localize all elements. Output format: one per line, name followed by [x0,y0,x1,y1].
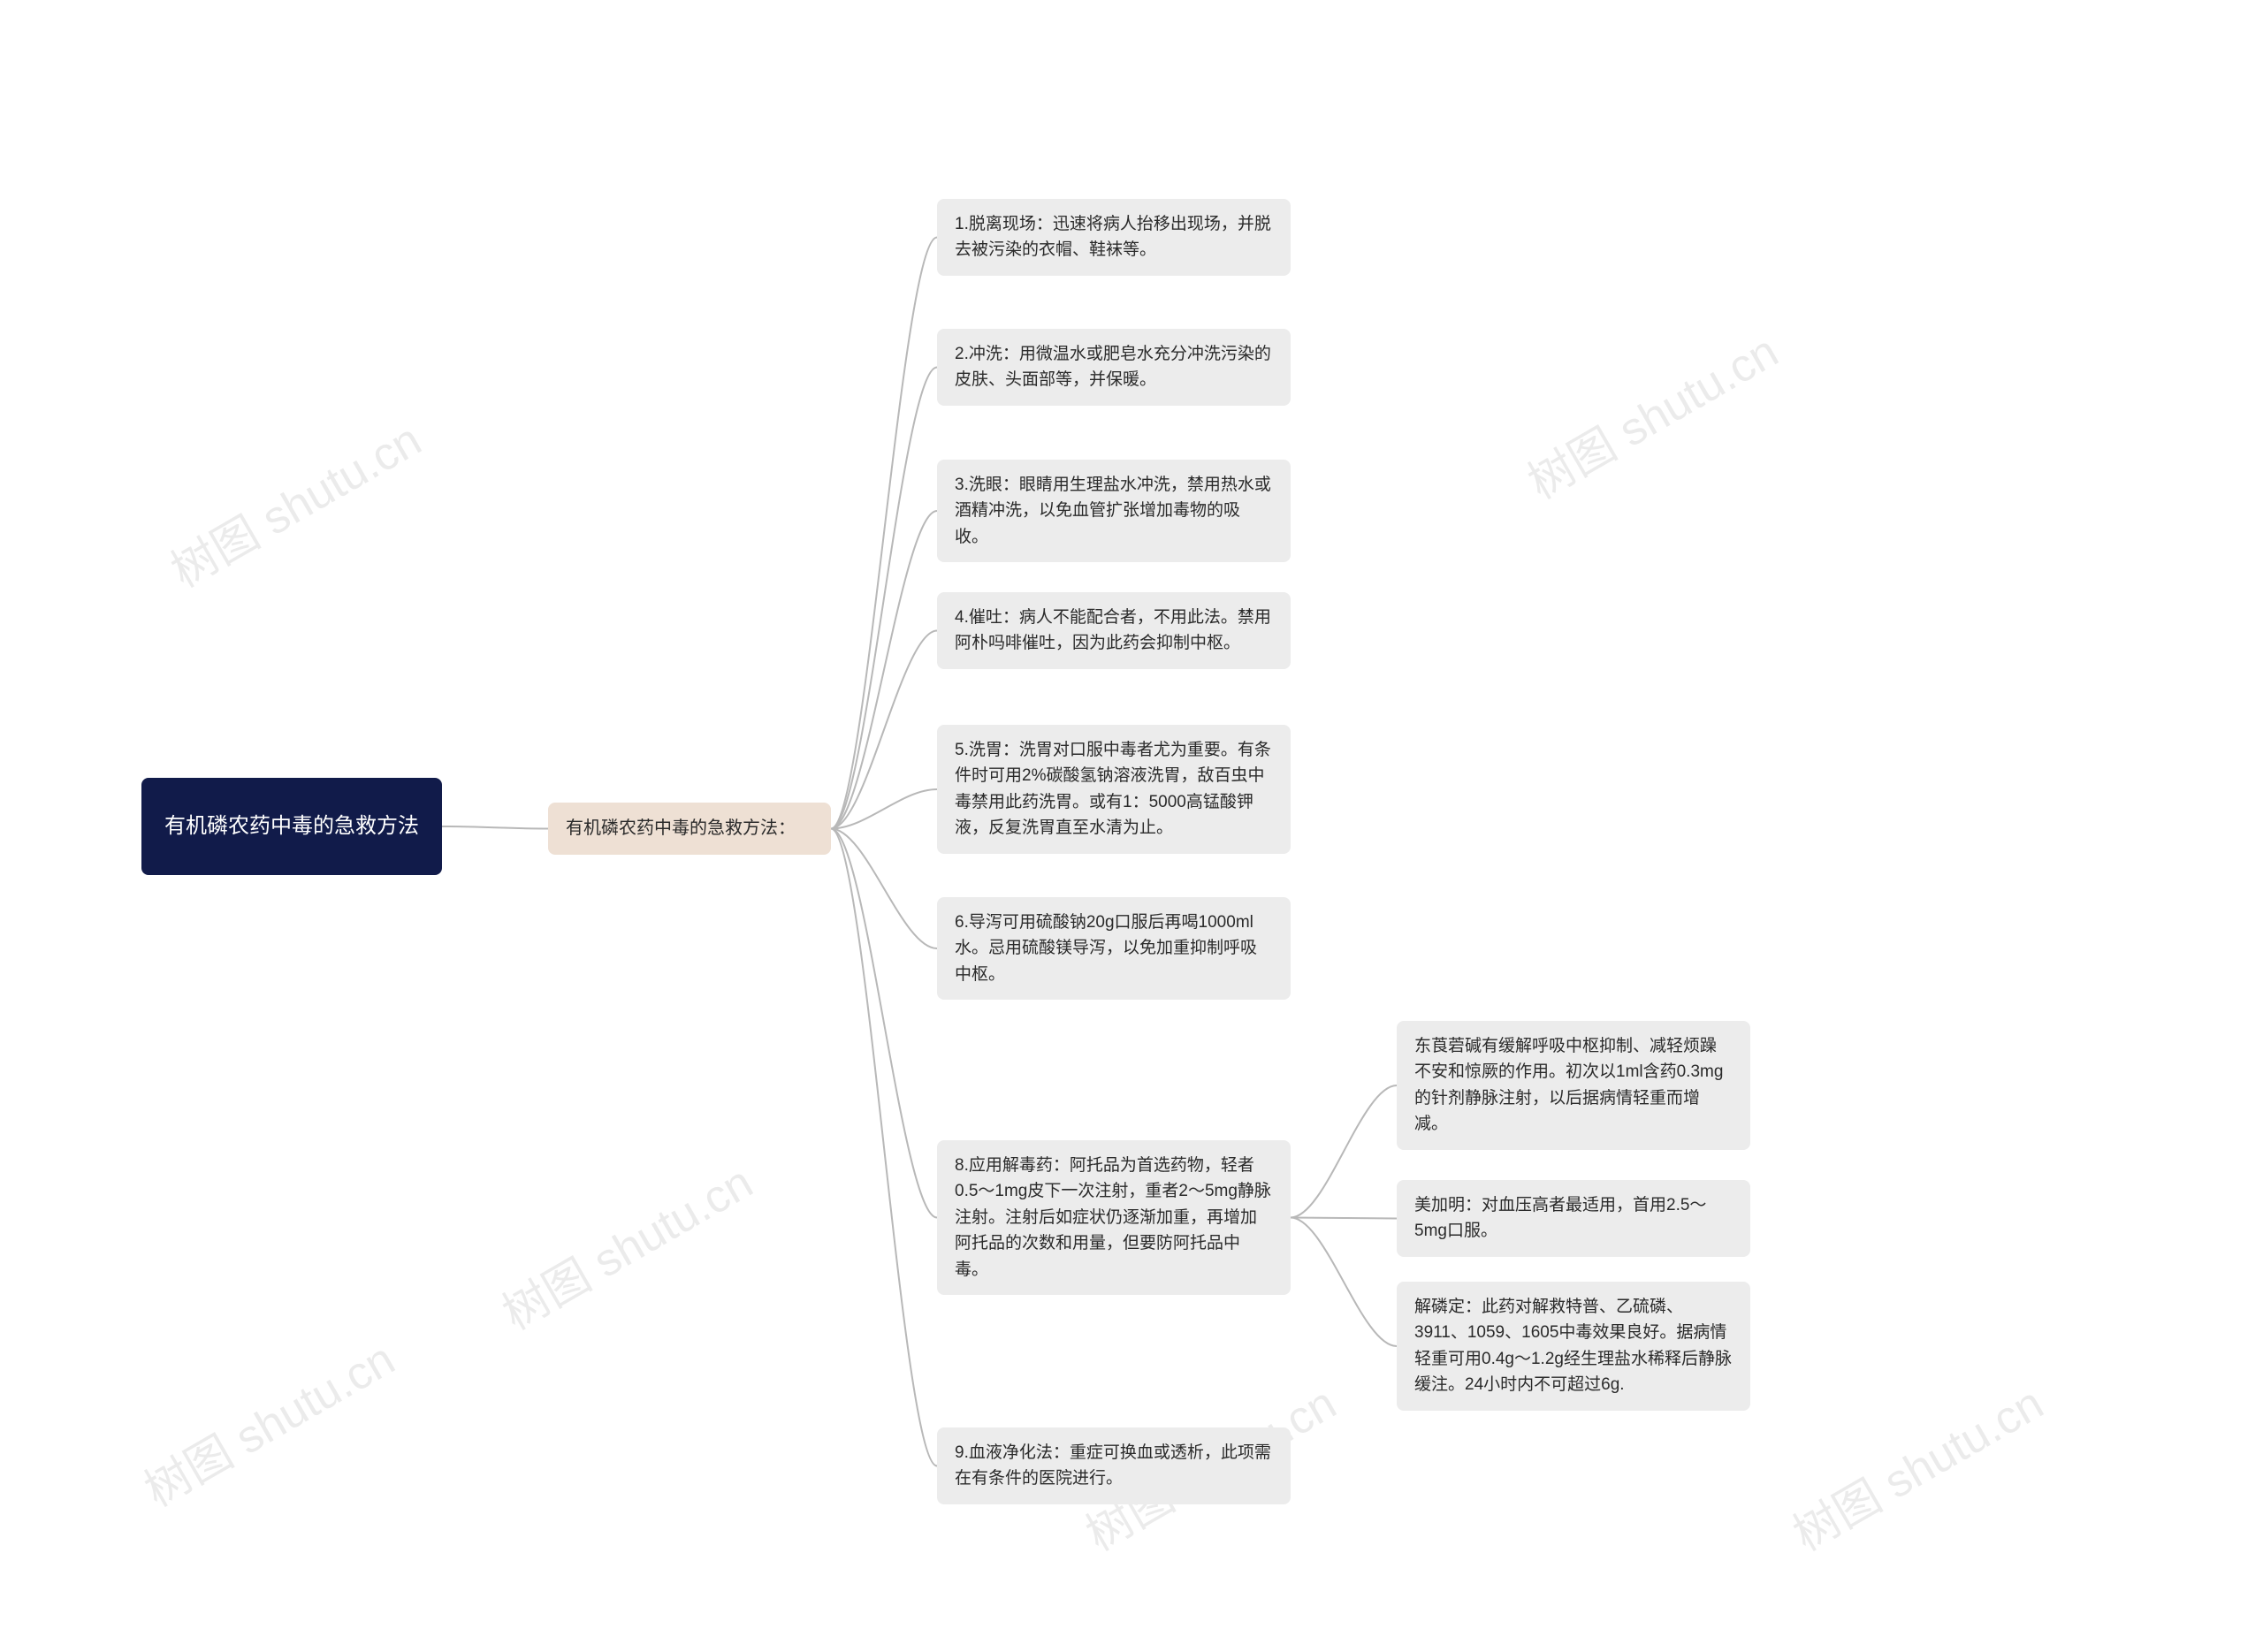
leaf-node[interactable]: 1.脱离现场：迅速将病人抬移出现场，并脱去被污染的衣帽、鞋袜等。 [937,199,1291,276]
watermark: 树图 shutu.cn [488,1146,762,1342]
leaf-node[interactable]: 3.洗眼：眼睛用生理盐水冲洗，禁用热水或酒精冲洗，以免血管扩张增加毒物的吸收。 [937,460,1291,562]
mindmap-canvas: 树图 shutu.cn 树图 shutu.cn 树图 shutu.cn 树图 s… [0,0,2263,1652]
root-node[interactable]: 有机磷农药中毒的急救方法 [141,778,442,875]
leaf-node[interactable]: 解磷定：此药对解救特普、乙硫磷、3911、1059、1605中毒效果良好。据病情… [1397,1282,1750,1411]
leaf-node[interactable]: 5.洗胃：洗胃对口服中毒者尤为重要。有条件时可用2%碳酸氢钠溶液洗胃，敌百虫中毒… [937,725,1291,854]
leaf-node[interactable]: 东莨菪碱有缓解呼吸中枢抑制、减轻烦躁不安和惊厥的作用。初次以1ml含药0.3mg… [1397,1021,1750,1150]
watermark: 树图 shutu.cn [1779,1367,2053,1563]
leaf-node[interactable]: 8.应用解毒药：阿托品为首选药物，轻者0.5～1mg皮下一次注射，重者2～5mg… [937,1140,1291,1295]
branch-node[interactable]: 有机磷农药中毒的急救方法： [548,803,831,855]
watermark: 树图 shutu.cn [130,1322,404,1519]
leaf-node[interactable]: 美加明：对血压高者最适用，首用2.5～5mg口服。 [1397,1180,1750,1257]
watermark: 树图 shutu.cn [156,403,431,599]
leaf-node[interactable]: 6.导泻可用硫酸钠20g口服后再喝1000ml水。忌用硫酸镁导泻，以免加重抑制呼… [937,897,1291,1000]
leaf-node[interactable]: 9.血液净化法：重症可换血或透析，此项需在有条件的医院进行。 [937,1427,1291,1504]
leaf-node[interactable]: 4.催吐：病人不能配合者，不用此法。禁用阿朴吗啡催吐，因为此药会抑制中枢。 [937,592,1291,669]
leaf-node[interactable]: 2.冲洗：用微温水或肥皂水充分冲洗污染的皮肤、头面部等，并保暖。 [937,329,1291,406]
watermark: 树图 shutu.cn [1513,315,1787,511]
